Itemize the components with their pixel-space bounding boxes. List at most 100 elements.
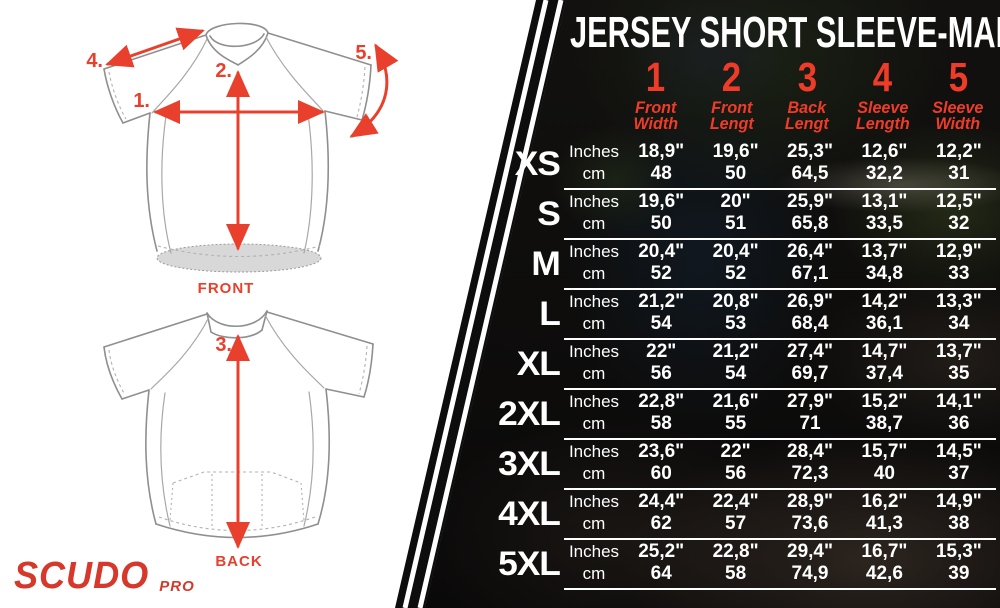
back-jersey-outline (103, 310, 374, 539)
row-values: 22,8" 21,6" 27,9" 15,2" 14,1" 58 55 71 38,7 36 (624, 390, 996, 438)
cm-value: 33 (948, 263, 970, 284)
column-header-4: 4 Sleeve Length (845, 56, 921, 132)
inches-values-line: 19,6" 20" 25,9" 13,1" 12,5" (624, 191, 996, 213)
cm-value: 64,5 (791, 163, 829, 184)
unit-inches-label: Inches (568, 342, 620, 361)
page-title: JERSEY SHORT SLEEVE-MAN (570, 8, 1000, 57)
size-label: 5XL (498, 545, 561, 583)
unit-labels: Inches cm (564, 290, 624, 338)
marker-label-3: 3. (215, 334, 232, 356)
cm-value: 51 (725, 213, 747, 234)
cm-value: 64 (650, 563, 672, 584)
cm-value: 42,6 (865, 563, 903, 584)
unit-labels: Inches cm (564, 340, 624, 388)
unit-labels: Inches cm (564, 390, 624, 438)
cm-value: 32 (948, 213, 970, 234)
cm-value: 58 (650, 413, 672, 434)
cm-value: 35 (948, 363, 970, 384)
inches-value: 13,3" (935, 291, 982, 312)
inches-value: 15,7" (861, 441, 908, 462)
back-jersey-diagram: 3. BACK (103, 310, 374, 570)
row-measurements: Inches cm 24,4" 22,4" 28,9" 16,2" 14,9" 62 57… (564, 490, 996, 540)
back-jersey-seams (150, 314, 325, 527)
size-label: 4XL (498, 495, 561, 533)
inches-value: 13,7" (861, 241, 908, 262)
cm-value: 67,1 (791, 263, 829, 284)
cm-value: 74,9 (791, 563, 829, 584)
unit-cm-label: cm (582, 314, 606, 333)
size-label: L (539, 295, 561, 333)
inches-value: 12,2" (935, 141, 982, 162)
cm-value: 50 (650, 213, 672, 234)
inches-value: 23,6" (638, 441, 685, 462)
cm-value: 40 (873, 463, 895, 484)
column-number: 3 (797, 54, 817, 100)
measure-arrow-4-sleeve-length (105, 27, 205, 68)
cm-values-line: 64 58 74,9 42,6 39 (624, 563, 996, 585)
cm-value: 68,4 (791, 313, 829, 334)
inches-value: 25,2" (638, 541, 685, 562)
inches-values-line: 25,2" 22,8" 29,4" 16,7" 15,3" (624, 541, 996, 563)
column-label: Sleeve Width (932, 98, 984, 133)
cm-value: 54 (725, 363, 747, 384)
inches-value: 14,1" (935, 391, 982, 412)
cm-value: 38,7 (865, 413, 903, 434)
inches-value: 14,5" (935, 441, 982, 462)
cm-value: 32,2 (865, 163, 903, 184)
inches-value: 12,5" (935, 191, 982, 212)
size-label: 2XL (498, 395, 561, 433)
cm-value: 38 (948, 513, 970, 534)
row-values: 25,2" 22,8" 29,4" 16,7" 15,3" 64 58 74,9 42,6 39 (624, 540, 996, 588)
column-header-1: 1 Front Width (618, 56, 694, 132)
logo-sub-text: PRO (159, 578, 195, 595)
back-diagram-labels: 3. BACK (215, 334, 261, 570)
column-label: Back Lengt (785, 98, 829, 133)
cm-value: 54 (650, 313, 672, 334)
cm-value: 33,5 (865, 213, 903, 234)
unit-cm-label: cm (582, 564, 606, 583)
front-jersey-diagram: 1. 2. 4. 5. FRONT (86, 22, 399, 297)
row-measurements: Inches cm 22,8" 21,6" 27,9" 15,2" 14,1" 58 55… (564, 390, 996, 440)
inches-value: 28,4" (787, 441, 834, 462)
size-label: M (531, 245, 560, 283)
inches-value: 22,8" (712, 541, 759, 562)
inches-value: 20,4" (638, 241, 685, 262)
inches-value: 13,1" (861, 191, 908, 212)
cm-value: 31 (948, 163, 970, 184)
table-row: L Inches cm 21,2" 20,8" 26,9" 14,2" 13,3" 54… (480, 290, 996, 340)
cm-value: 52 (725, 263, 747, 284)
cm-value: 36 (948, 413, 970, 434)
unit-cm-label: cm (582, 214, 606, 233)
inches-value: 22,8" (638, 391, 685, 412)
cm-value: 57 (725, 513, 747, 534)
row-values: 20,4" 20,4" 26,4" 13,7" 12,9" 52 52 67,1 34,8 33 (624, 240, 996, 288)
size-label: S (537, 195, 561, 233)
cm-values-line: 50 51 65,8 33,5 32 (624, 213, 996, 235)
unit-inches-label: Inches (568, 142, 620, 161)
column-label: Front Width (633, 98, 679, 133)
cm-value: 52 (650, 263, 672, 284)
cm-value: 65,8 (791, 213, 829, 234)
size-table-rows: XS Inches cm 18,9" 19,6" 25,3" 12,6" 12,2" 4… (480, 140, 996, 590)
row-values: 22" 21,2" 27,4" 14,7" 13,7" 56 54 69,7 37,4 35 (624, 340, 996, 388)
cm-value: 37 (948, 463, 970, 484)
row-values: 18,9" 19,6" 25,3" 12,6" 12,2" 48 50 64,5 32,2 31 (624, 140, 996, 188)
measure-arrow-5-sleeve-width (349, 43, 399, 138)
inches-value: 27,4" (787, 341, 834, 362)
column-header-5: 5 Sleeve Width (920, 56, 996, 132)
inches-value: 22,4" (712, 491, 759, 512)
unit-inches-label: Inches (568, 492, 620, 511)
inches-value: 21,2" (638, 291, 685, 312)
row-values: 23,6" 22" 28,4" 15,7" 14,5" 60 56 72,3 40 37 (624, 440, 996, 488)
column-number: 2 (721, 54, 742, 100)
cm-value: 56 (650, 363, 672, 384)
inches-value: 16,2" (861, 491, 908, 512)
row-measurements: Inches cm 21,2" 20,8" 26,9" 14,2" 13,3" 54 53… (564, 290, 996, 340)
inches-value: 20,4" (712, 241, 759, 262)
row-measurements: Inches cm 23,6" 22" 28,4" 15,7" 14,5" 60 56 72… (564, 440, 996, 490)
inches-values-line: 22" 21,2" 27,4" 14,7" 13,7" (624, 341, 996, 363)
inches-values-line: 21,2" 20,8" 26,9" 14,2" 13,3" (624, 291, 996, 313)
marker-label-5: 5. (355, 42, 372, 64)
cm-value: 69,7 (791, 363, 829, 384)
cm-values-line: 60 56 72,3 40 37 (624, 463, 996, 485)
